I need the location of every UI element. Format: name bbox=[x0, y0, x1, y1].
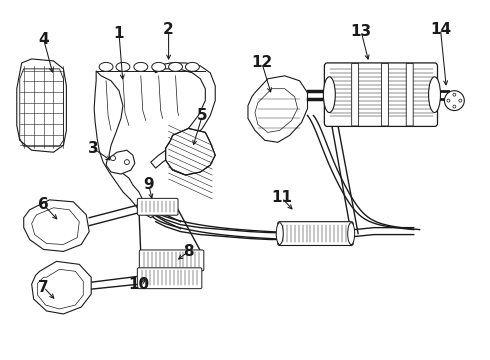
Polygon shape bbox=[166, 129, 215, 175]
Ellipse shape bbox=[323, 77, 335, 113]
Ellipse shape bbox=[116, 62, 130, 71]
FancyBboxPatch shape bbox=[278, 222, 353, 246]
Polygon shape bbox=[248, 76, 308, 142]
Polygon shape bbox=[24, 200, 89, 251]
Text: 8: 8 bbox=[183, 244, 194, 259]
Ellipse shape bbox=[134, 62, 148, 71]
Text: 9: 9 bbox=[144, 177, 154, 193]
Text: 10: 10 bbox=[128, 277, 149, 292]
Text: 1: 1 bbox=[114, 26, 124, 41]
Ellipse shape bbox=[124, 159, 129, 165]
Text: 13: 13 bbox=[350, 24, 371, 39]
Ellipse shape bbox=[447, 99, 450, 102]
FancyBboxPatch shape bbox=[352, 63, 359, 126]
Text: 7: 7 bbox=[38, 280, 49, 295]
FancyBboxPatch shape bbox=[139, 250, 204, 271]
Ellipse shape bbox=[453, 105, 456, 108]
Ellipse shape bbox=[152, 62, 166, 71]
Text: 5: 5 bbox=[197, 108, 208, 123]
Text: 4: 4 bbox=[38, 32, 49, 46]
Text: 6: 6 bbox=[38, 197, 49, 212]
Ellipse shape bbox=[453, 93, 456, 96]
Ellipse shape bbox=[111, 156, 116, 161]
Ellipse shape bbox=[444, 91, 465, 111]
Polygon shape bbox=[17, 59, 66, 152]
FancyBboxPatch shape bbox=[381, 63, 389, 126]
Text: 2: 2 bbox=[163, 22, 174, 37]
FancyBboxPatch shape bbox=[324, 63, 438, 126]
Ellipse shape bbox=[459, 99, 462, 102]
Ellipse shape bbox=[185, 62, 199, 71]
Text: 12: 12 bbox=[251, 55, 272, 71]
Ellipse shape bbox=[429, 77, 441, 113]
Ellipse shape bbox=[99, 62, 113, 71]
Polygon shape bbox=[151, 63, 215, 168]
Text: 3: 3 bbox=[88, 141, 98, 156]
FancyBboxPatch shape bbox=[137, 198, 178, 215]
Ellipse shape bbox=[348, 223, 355, 244]
Ellipse shape bbox=[169, 62, 182, 71]
Ellipse shape bbox=[276, 223, 283, 244]
Polygon shape bbox=[32, 261, 91, 314]
Polygon shape bbox=[106, 150, 135, 174]
Text: 11: 11 bbox=[271, 190, 292, 205]
Text: 14: 14 bbox=[430, 22, 451, 37]
FancyBboxPatch shape bbox=[137, 268, 202, 289]
Polygon shape bbox=[94, 71, 156, 218]
FancyBboxPatch shape bbox=[406, 63, 413, 126]
